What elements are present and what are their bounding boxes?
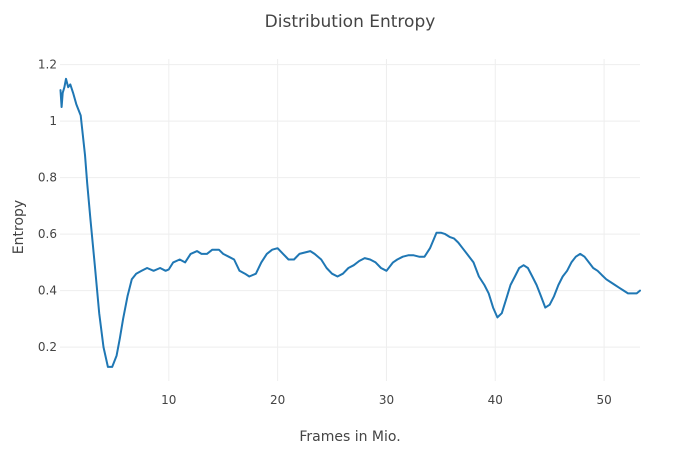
y-tick-label: 0.2 [38,340,57,354]
series-layer [59,77,641,368]
y-tick-label: 0.6 [38,227,57,241]
tick-labels: 0.2 0.4 0.6 0.8 1 1.2 10 20 30 40 50 [38,58,612,407]
y-tick-label: 1 [49,114,57,128]
x-tick-label: 50 [596,393,611,407]
x-tick-label: 20 [270,393,285,407]
grid-lines [60,59,640,381]
x-tick-label: 40 [488,393,503,407]
series-line [59,77,641,368]
y-tick-label: 1.2 [38,58,57,72]
x-axis-label: Frames in Mio. [299,429,401,445]
y-axis-label: Entropy [11,199,27,255]
y-tick-label: 0.8 [38,171,57,185]
chart-title: Distribution Entropy [264,12,436,32]
x-tick-label: 30 [379,393,394,407]
x-tick-label: 10 [161,393,176,407]
y-tick-label: 0.4 [38,284,57,298]
